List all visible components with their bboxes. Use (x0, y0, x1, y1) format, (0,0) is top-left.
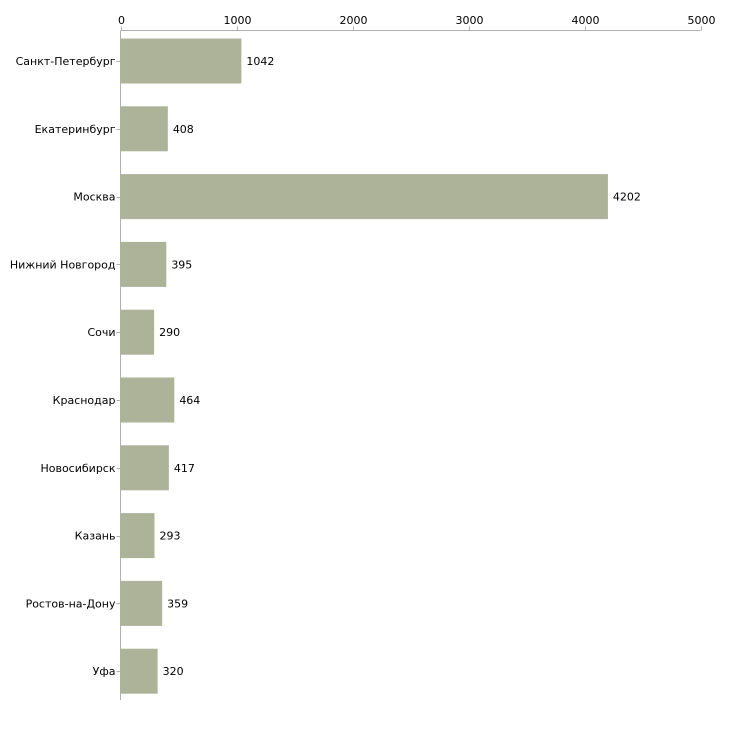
bar (120, 445, 169, 491)
value-label: 293 (159, 530, 180, 543)
bar (120, 106, 168, 152)
value-label: 320 (163, 665, 184, 678)
category-label: Казань (75, 530, 116, 543)
category-label: Уфа (93, 665, 116, 678)
bar (120, 241, 167, 287)
value-label: 359 (167, 597, 188, 610)
bar (120, 648, 158, 694)
bar (120, 580, 163, 626)
category-label: Новосибирск (40, 462, 115, 475)
bar (120, 309, 155, 355)
bar (120, 38, 242, 84)
value-label: 417 (174, 462, 195, 475)
value-label: 4202 (613, 191, 641, 204)
value-label: 408 (173, 123, 194, 136)
value-label: 464 (179, 394, 200, 407)
x-tick-label: 0 (118, 14, 125, 27)
category-label: Нижний Новгород (10, 258, 116, 271)
category-label: Санкт-Петербург (16, 55, 116, 68)
category-label: Сочи (87, 326, 115, 339)
value-label: 290 (159, 326, 180, 339)
bar (120, 513, 155, 559)
axis-layer: 0 1000 2000 3000 4000 5000 (116, 14, 716, 700)
bar (120, 174, 608, 220)
value-label: 395 (171, 258, 192, 271)
x-tick-label: 2000 (340, 14, 368, 27)
category-label: Ростов-на-Дону (26, 597, 116, 610)
x-tick-label: 5000 (688, 14, 716, 27)
labels-layer: Санкт-Петербург 1042 Екатеринбург 408 Москва… (10, 55, 641, 678)
bars-layer (120, 38, 608, 694)
x-tick-label: 3000 (456, 14, 484, 27)
bar (120, 377, 175, 423)
x-tick-label: 4000 (572, 14, 600, 27)
value-label: 1042 (246, 55, 274, 68)
category-label: Краснодар (53, 394, 116, 407)
category-label: Екатеринбург (35, 123, 116, 136)
x-tick-label: 1000 (224, 14, 252, 27)
category-label: Москва (73, 191, 115, 204)
